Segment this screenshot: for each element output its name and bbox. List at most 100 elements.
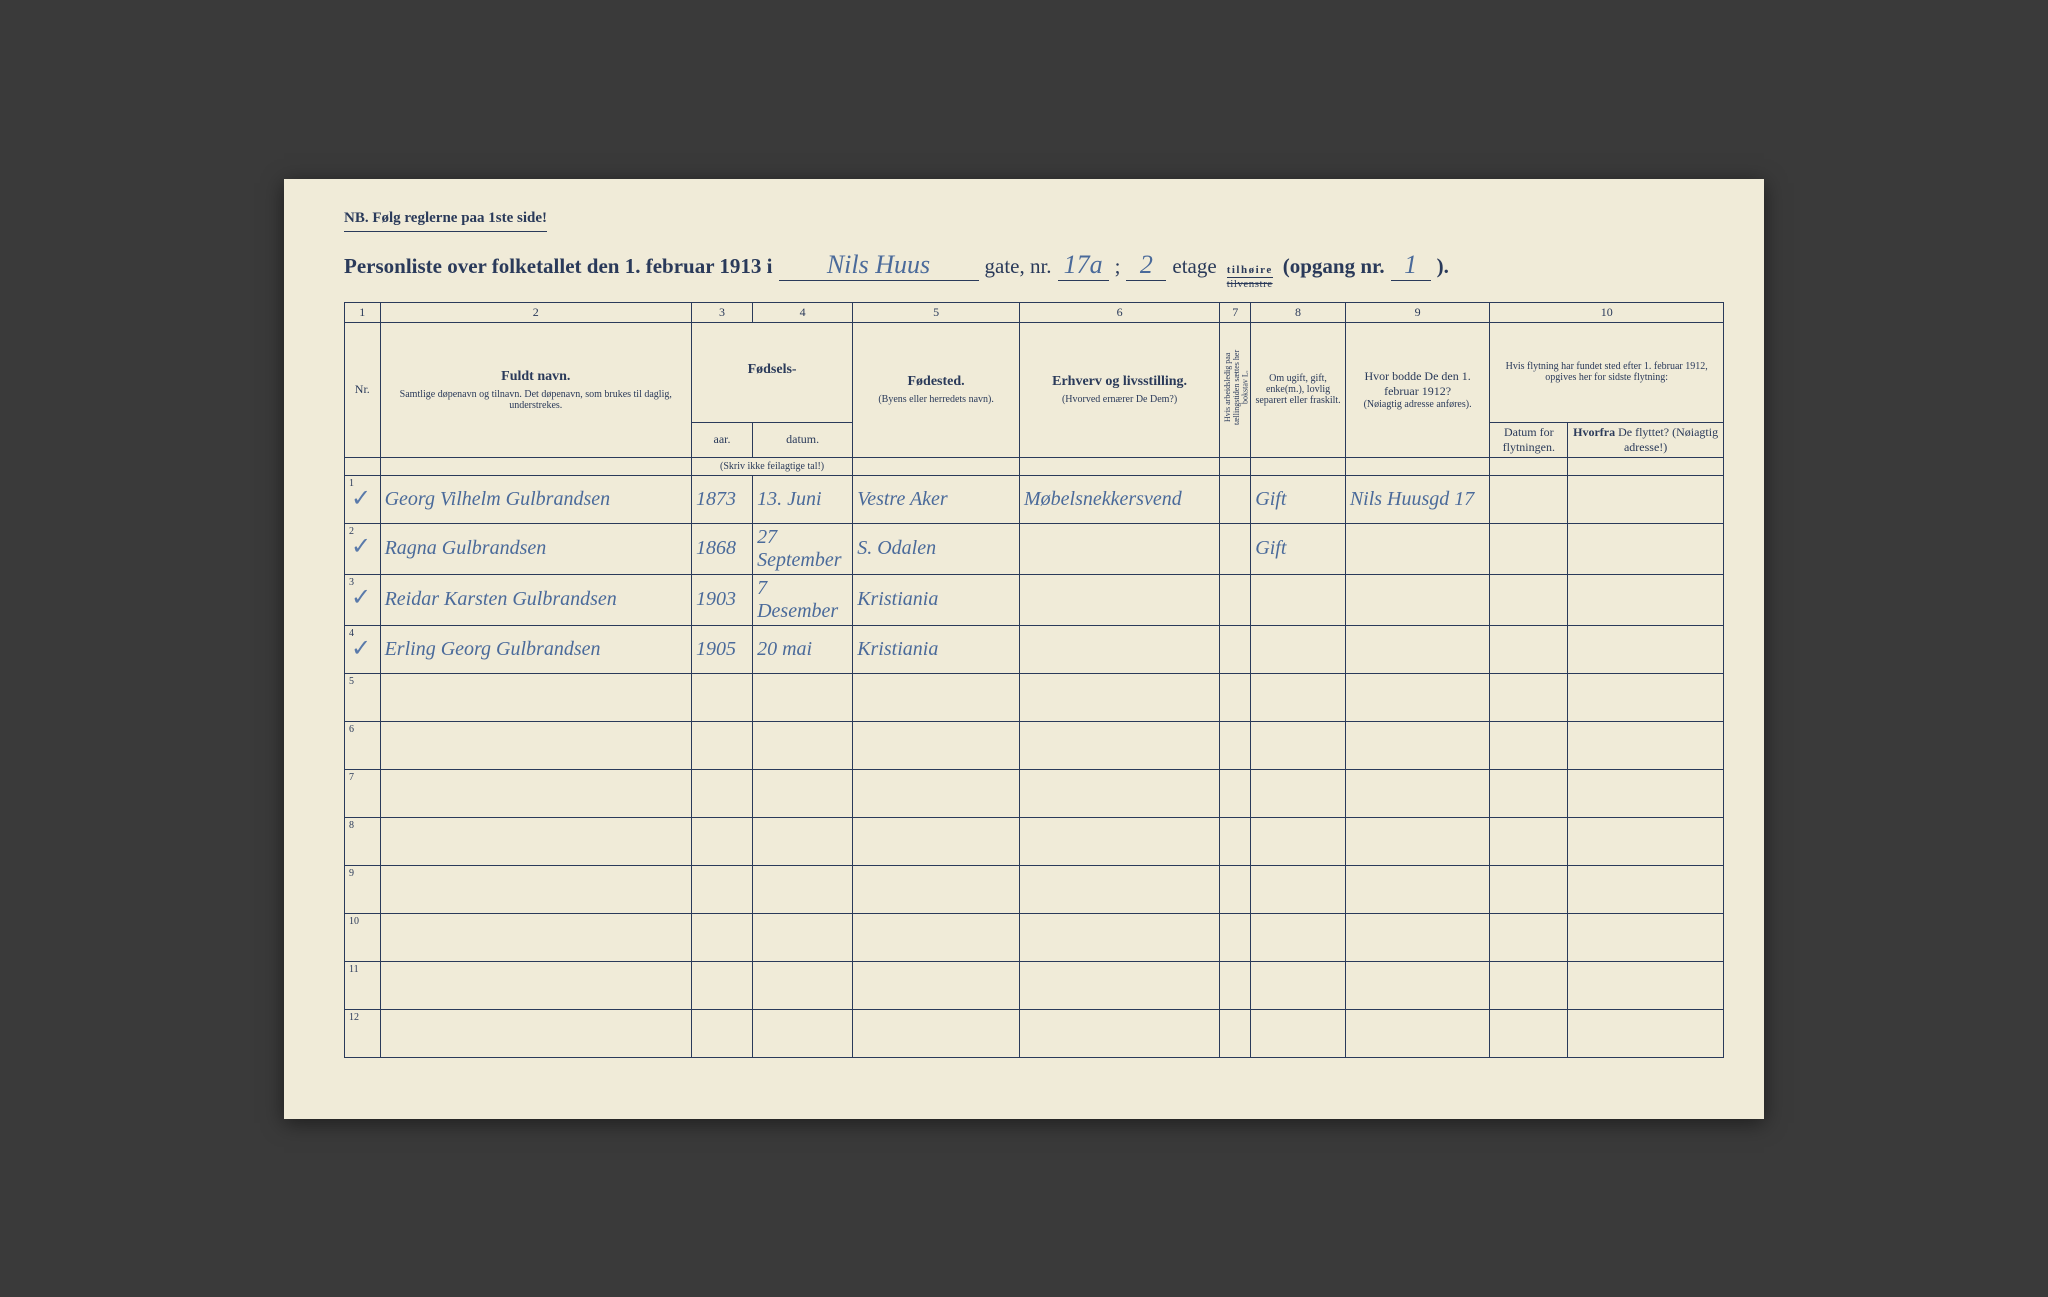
cell-aar [691, 673, 752, 721]
cell-status [1251, 913, 1346, 961]
cell-erhverv [1020, 523, 1220, 574]
th-aar: aar. [691, 422, 752, 457]
cell-name: Ragna Gulbrandsen [380, 523, 691, 574]
cell-flyt-dat [1490, 865, 1568, 913]
cell-erhverv [1020, 913, 1220, 961]
status-value: Gift [1255, 488, 1286, 510]
cell-datum: 27 September [753, 523, 853, 574]
th-erhverv-sub: (Hvorved ernærer De Dem?) [1024, 394, 1215, 405]
cell-fodested [853, 769, 1020, 817]
cell-erhverv [1020, 1009, 1220, 1057]
cell-nr: 2 ✓ [345, 523, 381, 574]
cell-name [380, 1009, 691, 1057]
sted-value: S. Odalen [857, 537, 936, 559]
street-name-field: Nils Huus [779, 250, 979, 281]
cell-fodested [853, 1009, 1020, 1057]
cell-flyt-fra [1568, 1009, 1724, 1057]
cell-flyt-fra [1568, 721, 1724, 769]
row-number: 7 [349, 772, 354, 783]
th-fodsels-label: Fødsels- [696, 362, 848, 378]
cell-datum: 7 Desember [753, 574, 853, 625]
cell-aar [691, 961, 752, 1009]
table-row: 8 [345, 817, 1724, 865]
colnum-7: 7 [1220, 302, 1251, 322]
cell-status [1251, 769, 1346, 817]
cell-fodested [853, 913, 1020, 961]
cell-name: Georg Vilhelm Gulbrandsen [380, 475, 691, 523]
cell-col7 [1220, 865, 1251, 913]
cell-adr1912 [1345, 574, 1490, 625]
cell-fodested [853, 673, 1020, 721]
cell-aar: 1873 [691, 475, 752, 523]
cell-flyt-dat [1490, 913, 1568, 961]
colnum-6: 6 [1020, 302, 1220, 322]
sted-value: Vestre Aker [857, 488, 948, 510]
census-table: 1 2 3 4 5 6 7 8 9 10 Nr. Fuldt navn. Sam… [344, 302, 1724, 1058]
check-mark: ✓ [351, 532, 371, 561]
th-fodested-bold: Fødested. [857, 374, 1015, 390]
th-skriv-ikke: (Skriv ikke feilagtige tal!) [691, 457, 852, 475]
cell-adr1912 [1345, 817, 1490, 865]
cell-col7 [1220, 817, 1251, 865]
th-erhverv-bold: Erhverv og livsstilling. [1024, 374, 1215, 390]
cell-col7 [1220, 673, 1251, 721]
tilhoire-option: tilhøire [1227, 265, 1273, 278]
cell-name [380, 865, 691, 913]
th-col10b: Hvorfra De flyttet? (Nøiagtig adresse!) [1568, 422, 1724, 457]
cell-datum: 20 mai [753, 625, 853, 673]
th-col8-text: Om ugift, gift, enke(m.), lovlig separer… [1255, 373, 1341, 406]
cell-name [380, 721, 691, 769]
th-col7-vert: Hvis arbeidsledig paa tællingstiden sætt… [1224, 340, 1250, 435]
cell-erhverv [1020, 865, 1220, 913]
tilvenstre-option: tilvenstre [1227, 279, 1273, 290]
etage-nr-field: 2 [1126, 250, 1166, 281]
cell-flyt-dat [1490, 961, 1568, 1009]
cell-datum [753, 961, 853, 1009]
adr1912-value: Nils Huusgd 17 [1350, 488, 1474, 510]
cell-col7 [1220, 769, 1251, 817]
cell-col7 [1220, 1009, 1251, 1057]
cell-flyt-dat [1490, 673, 1568, 721]
colnum-8: 8 [1251, 302, 1346, 322]
th-fodested-sub: (Byens eller herredets navn). [857, 394, 1015, 405]
cell-flyt-fra [1568, 769, 1724, 817]
cell-erhverv [1020, 574, 1220, 625]
th-col10-top: Hvis flytning har fundet sted efter 1. f… [1490, 322, 1724, 422]
th-datum: datum. [753, 422, 853, 457]
th-name-sub: Samtlige døpenavn og tilnavn. Det døpena… [385, 389, 687, 411]
th-col9-sub: (Nøiagtig adresse anføres). [1350, 399, 1486, 410]
th-fodsels: Fødsels- [691, 322, 852, 422]
table-row: 3 ✓ Reidar Karsten Gulbrandsen 1903 7 De… [345, 574, 1724, 625]
th-col9: Hvor bodde De den 1. februar 1912? (Nøia… [1345, 322, 1490, 457]
cell-name [380, 961, 691, 1009]
cell-nr: 11 [345, 961, 381, 1009]
cell-erhverv [1020, 673, 1220, 721]
cell-status: Gift [1251, 475, 1346, 523]
cell-status [1251, 574, 1346, 625]
cell-datum [753, 769, 853, 817]
cell-aar [691, 1009, 752, 1057]
cell-erhverv [1020, 961, 1220, 1009]
cell-flyt-dat [1490, 625, 1568, 673]
cell-erhverv [1020, 625, 1220, 673]
cell-erhverv: Møbelsnekkersvend [1020, 475, 1220, 523]
cell-adr1912 [1345, 523, 1490, 574]
cell-datum [753, 865, 853, 913]
semicolon: ; [1115, 254, 1121, 279]
row-number: 8 [349, 820, 354, 831]
title-prefix: Personliste over folketallet den 1. febr… [344, 254, 773, 279]
gate-nr-field: 17a [1058, 250, 1109, 281]
opgang-label: (opgang nr. [1283, 254, 1385, 279]
cell-flyt-dat [1490, 721, 1568, 769]
name-value: Erling Georg Gulbrandsen [385, 638, 601, 660]
th-name: Fuldt navn. Samtlige døpenavn og tilnavn… [380, 322, 691, 457]
cell-status [1251, 721, 1346, 769]
cell-nr: 10 [345, 913, 381, 961]
cell-name [380, 913, 691, 961]
check-mark: ✓ [351, 484, 371, 513]
row-number: 10 [349, 916, 359, 927]
census-form-page: NB. Følg reglerne paa 1ste side! Personl… [284, 179, 1764, 1119]
cell-flyt-dat [1490, 817, 1568, 865]
cell-adr1912: Nils Huusgd 17 [1345, 475, 1490, 523]
cell-status: Gift [1251, 523, 1346, 574]
